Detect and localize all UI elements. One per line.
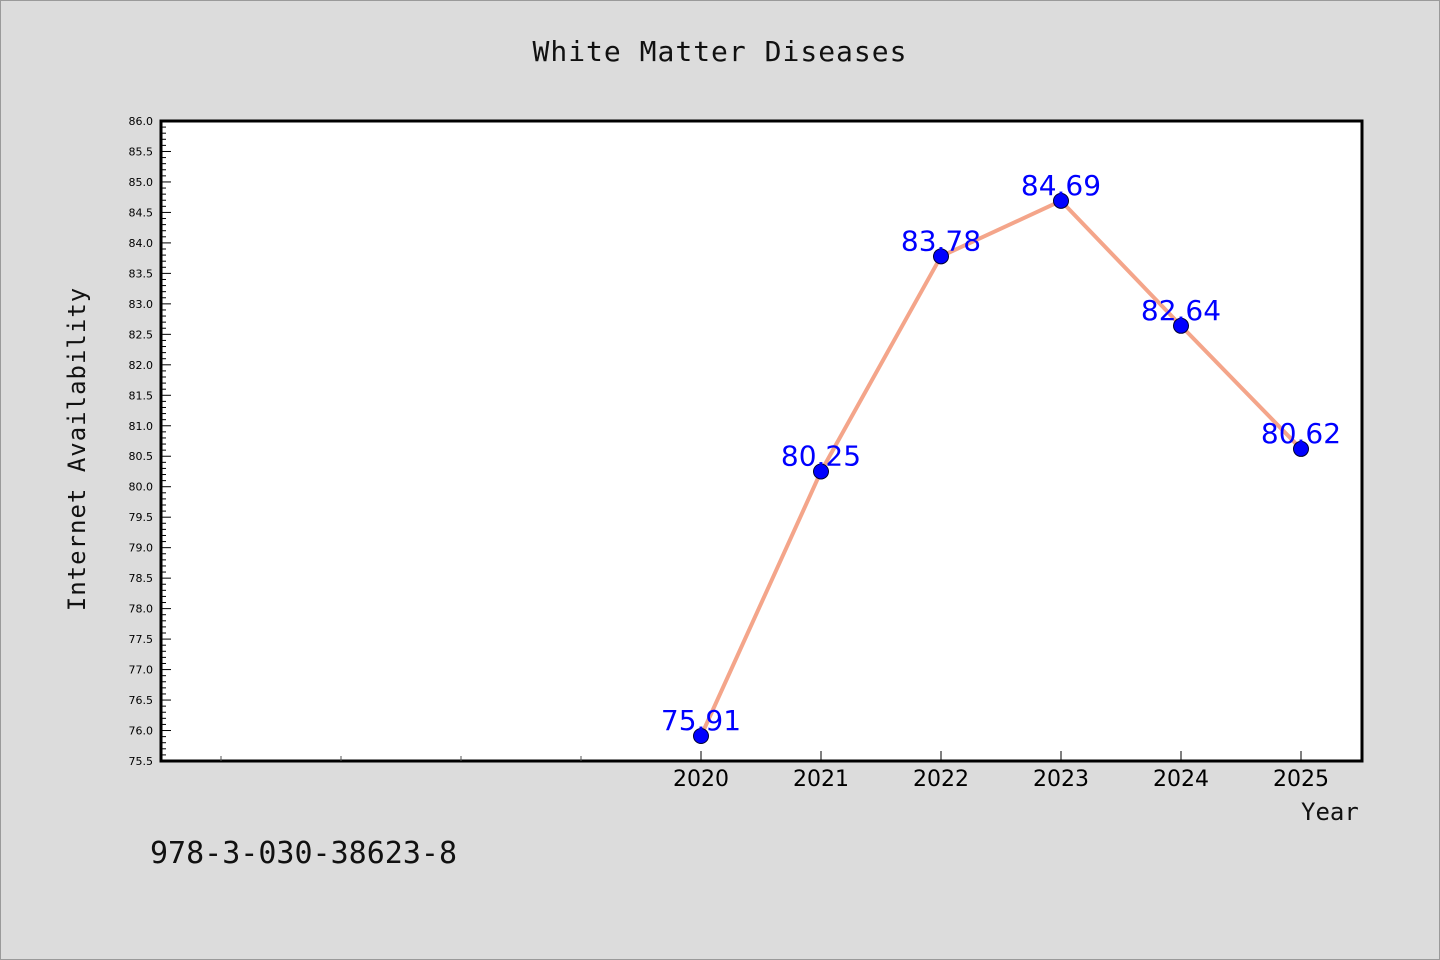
y-tick-label: 81.5	[129, 389, 154, 402]
y-tick-label: 82.5	[129, 328, 154, 341]
y-tick-label: 83.5	[129, 267, 154, 280]
y-tick-label: 85.0	[129, 176, 154, 189]
chart-title: White Matter Diseases	[532, 35, 908, 68]
data-label: 83.78	[901, 224, 981, 257]
data-label: 84.69	[1021, 169, 1101, 202]
y-tick-label: 83.0	[129, 298, 154, 311]
y-tick-label: 81.0	[129, 420, 154, 433]
data-labels: 75.91 80.25 83.78 84.69 82.64 80.62	[661, 169, 1341, 737]
x-tick-label: 2020	[673, 767, 729, 792]
y-tick-label: 80.5	[129, 450, 154, 463]
y-tick-label: 84.5	[129, 206, 154, 219]
series-line	[699, 198, 1303, 737]
y-tick-label: 82.0	[129, 359, 154, 372]
x-tick-label: 2023	[1033, 767, 1089, 792]
data-label: 80.62	[1261, 417, 1341, 450]
data-label: 82.64	[1141, 294, 1221, 327]
y-tick-label: 75.5	[129, 755, 154, 768]
data-point	[693, 728, 709, 745]
y-axis: 75.5 76.0 76.5 77.0 77.5 78.0 78.5 79.0 79.5 80.0…	[129, 115, 171, 768]
data-label: 80.25	[781, 439, 861, 472]
y-tick-label: 76.0	[129, 725, 154, 738]
y-tick-label: 76.5	[129, 694, 154, 707]
data-point	[813, 463, 829, 480]
x-tick-label: 2022	[913, 767, 969, 792]
y-tick-label: 79.5	[129, 511, 154, 524]
x-tick-label: 2025	[1273, 767, 1329, 792]
data-point	[1053, 192, 1069, 209]
plot-area	[159, 119, 1364, 763]
x-tick-label: 2021	[793, 767, 849, 792]
y-tick-label: 86.0	[129, 115, 154, 128]
y-tick-label: 84.0	[129, 237, 154, 250]
y-tick-label: 78.5	[129, 572, 154, 585]
y-tick-label: 85.5	[129, 145, 154, 158]
y-tick-label: 79.0	[129, 542, 154, 555]
y-tick-label: 77.0	[129, 664, 154, 677]
data-point	[1173, 317, 1189, 334]
y-tick-label: 80.0	[129, 481, 154, 494]
y-tick-label: 78.0	[129, 603, 154, 616]
x-tick-label: 2024	[1153, 767, 1209, 792]
y-tick-label: 77.5	[129, 633, 154, 646]
x-axis-label: Year	[1301, 798, 1359, 826]
footer-code: 978-3-030-38623-8	[150, 836, 458, 871]
data-point	[933, 248, 949, 265]
series-layer	[693, 192, 1309, 745]
data-point	[1293, 440, 1309, 457]
data-label: 75.91	[661, 704, 741, 737]
x-axis: 2020 2021 2022 2023 2024 2025	[220, 751, 1329, 792]
